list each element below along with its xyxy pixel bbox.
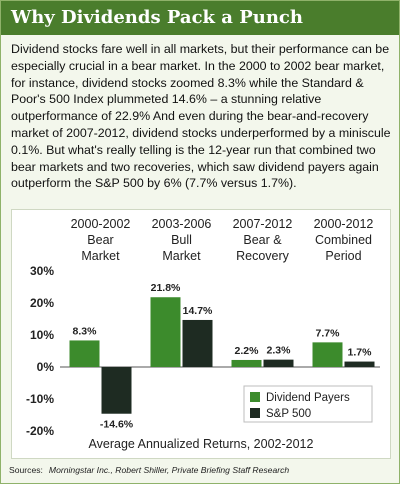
bar-sp500: [101, 367, 132, 414]
category-label: Market: [162, 249, 201, 263]
y-tick-label: 0%: [37, 360, 55, 374]
category-label: 2003-2006: [152, 217, 212, 231]
y-tick-label: 20%: [30, 296, 54, 310]
bar-sp500: [344, 361, 375, 367]
source-text: Morningstar Inc., Robert Shiller, Privat…: [48, 465, 290, 475]
category-label: Period: [325, 249, 361, 263]
page-title: Why Dividends Pack a Punch: [11, 7, 303, 28]
y-tick-label: 30%: [30, 264, 54, 278]
data-label-sp500: -14.6%: [100, 419, 134, 431]
category-label: Bear: [87, 233, 113, 247]
legend-label-sp500: S&P 500: [266, 408, 311, 420]
x-axis-label: Average Annualized Returns, 2002-2012: [89, 437, 314, 451]
legend-label-dividend-payers: Dividend Payers: [266, 392, 350, 404]
bar-dividend-payers: [69, 340, 100, 367]
data-label-dividend-payers: 8.3%: [73, 325, 98, 337]
legend-swatch-dividend-payers: [250, 392, 260, 402]
data-label-dividend-payers: 21.8%: [151, 282, 181, 294]
source-note: Sources: Morningstar Inc., Robert Shiller…: [9, 465, 393, 475]
bar-sp500: [263, 359, 294, 367]
source-label: Sources:: [9, 465, 43, 475]
y-tick-label: -10%: [26, 392, 54, 406]
data-label-dividend-payers: 7.7%: [316, 327, 341, 339]
intro-paragraph: Dividend stocks fare well in all markets…: [11, 42, 391, 191]
y-tick-label: 10%: [30, 328, 54, 342]
bar-dividend-payers: [231, 359, 262, 367]
title-bar: Why Dividends Pack a Punch: [1, 1, 399, 35]
category-label: Bear &: [243, 233, 282, 247]
data-label-sp500: 1.7%: [348, 347, 373, 359]
category-label: 2000-2012: [314, 217, 374, 231]
data-label-sp500: 14.7%: [183, 305, 213, 317]
legend-swatch-sp500: [250, 408, 260, 418]
data-label-sp500: 2.3%: [267, 345, 292, 357]
bar-sp500: [182, 319, 213, 367]
bar-dividend-payers: [312, 342, 343, 367]
chart-panel: 30% 20% 10% 0% -10% -20% 2000-2002 Bear Market 20…: [11, 209, 391, 459]
y-tick-label: -20%: [26, 424, 54, 438]
category-label: Market: [81, 249, 120, 263]
category-label: Combined: [315, 233, 372, 247]
returns-bar-chart: 30% 20% 10% 0% -10% -20% 2000-2002 Bear Market 20…: [26, 217, 380, 451]
bar-dividend-payers: [150, 297, 181, 367]
category-label: Bull: [171, 233, 192, 247]
category-label: 2000-2002: [71, 217, 131, 231]
category-label: Recovery: [236, 249, 290, 263]
data-label-dividend-payers: 2.2%: [235, 345, 260, 357]
category-label: 2007-2012: [233, 217, 293, 231]
legend-box: [243, 385, 373, 423]
